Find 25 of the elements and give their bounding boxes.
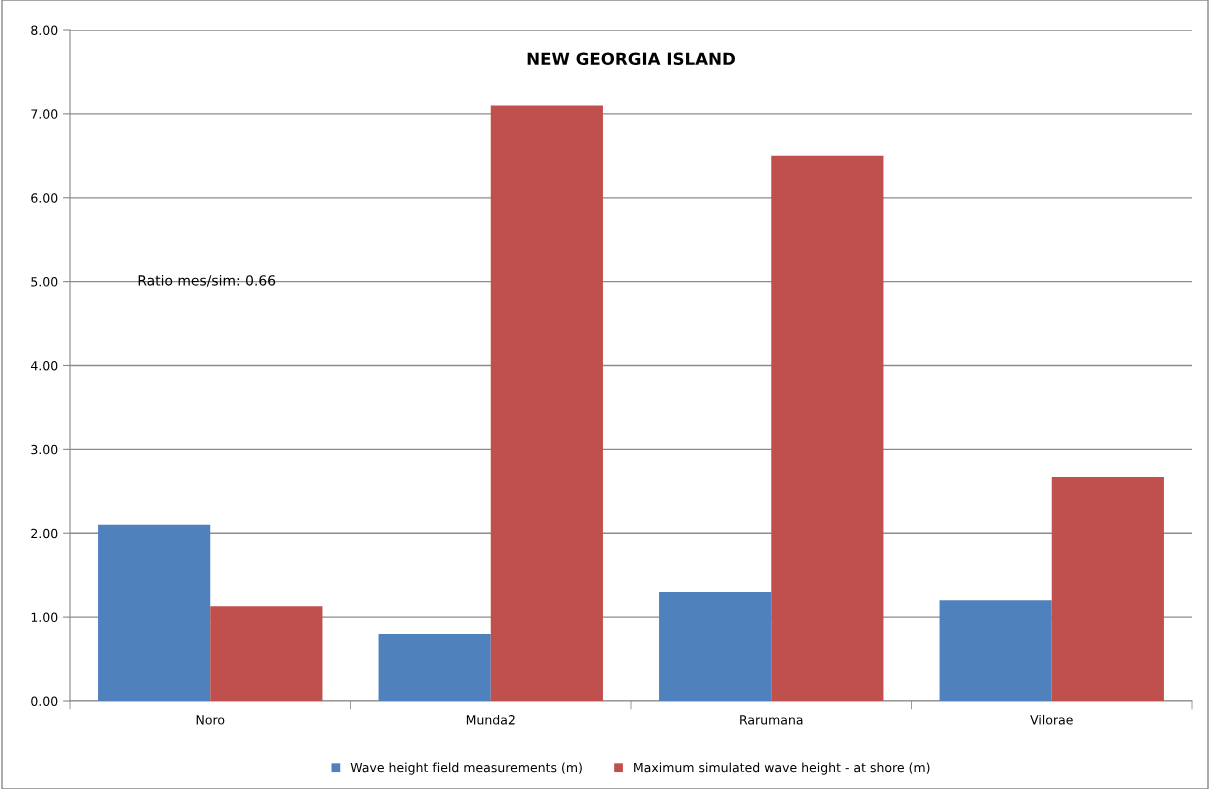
x-tick-label: Munda2 — [466, 714, 515, 725]
bar — [771, 155, 884, 701]
y-tick-label: 2.00 — [31, 528, 58, 539]
y-tick-label: 7.00 — [31, 109, 58, 119]
y-tick-label: 1.00 — [31, 612, 58, 623]
annotation: Ratio mes/sim: 0.66 — [138, 274, 276, 287]
y-tick-label: 8.00 — [31, 25, 58, 35]
legend-label: Wave height field measurements (m) — [350, 762, 582, 775]
legend-label: Maximum simulated wave height - at shore (m) — [634, 762, 930, 775]
bar — [939, 600, 1052, 701]
bar — [659, 591, 772, 701]
bar — [98, 524, 211, 701]
x-tick-label: Rarumana — [740, 715, 803, 725]
y-tick-label: 4.00 — [30, 360, 58, 371]
bar — [378, 633, 491, 701]
text: NEW GEORGIA ISLAND — [527, 52, 735, 66]
bar — [210, 606, 323, 701]
bar — [1051, 477, 1164, 701]
y-tick-label: 3.00 — [31, 444, 58, 455]
x-tick-label: Noro — [196, 715, 225, 725]
y-tick-label: 5.00 — [31, 277, 58, 287]
bar — [490, 105, 603, 701]
y-tick-label: 6.00 — [31, 193, 58, 203]
x-tick-label: Vilorae — [1030, 714, 1073, 725]
y-tick-label: 0.00 — [31, 696, 58, 706]
